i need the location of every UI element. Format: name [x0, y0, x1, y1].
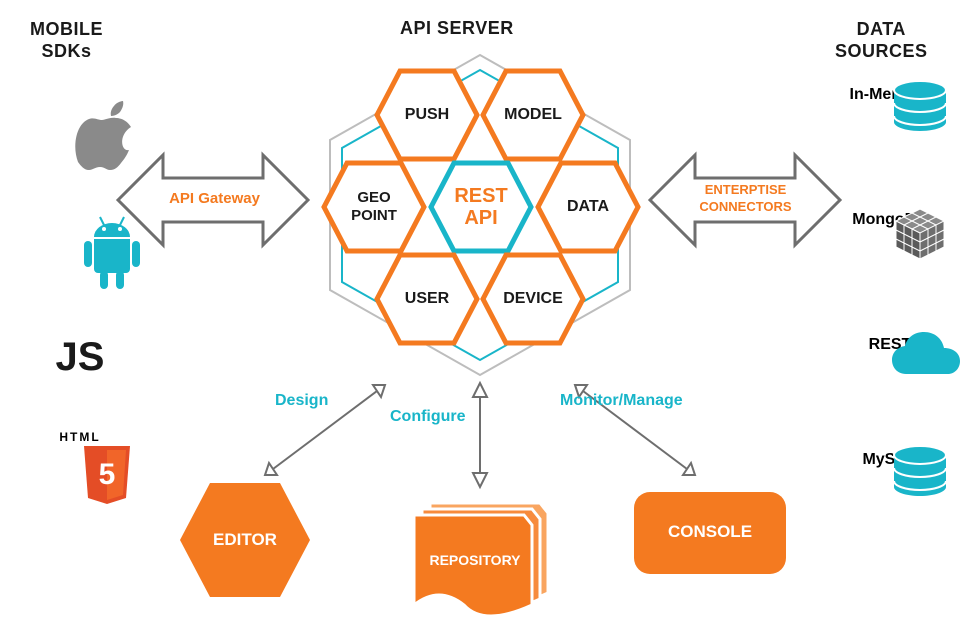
ds-mysql: MySQL	[830, 445, 950, 469]
header-api-server: API SERVER	[400, 18, 514, 39]
database-icon	[890, 80, 950, 135]
arrow-monitor	[555, 365, 715, 495]
header-mobile-sdks: MOBILE SDKs	[30, 18, 103, 62]
ds-rest: REST	[830, 330, 950, 354]
diagram-root: MOBILE SDKs API SERVER DATA SOURCES API …	[0, 0, 964, 625]
apple-icon	[80, 100, 140, 170]
cloud-icon	[890, 330, 962, 378]
link-design-label: Design	[275, 392, 328, 410]
link-configure-label: Configure	[390, 408, 466, 426]
hex-device-label: DEVICE	[479, 290, 587, 308]
sdk-html5: HTML 5	[40, 430, 120, 444]
tool-editor-label: EDITOR	[175, 530, 315, 550]
cube-icon	[890, 205, 950, 263]
sdk-js: JS	[40, 335, 120, 380]
hex-data-label: DATA	[534, 198, 642, 216]
hex-center-label: REST API	[427, 185, 535, 229]
svg-text:5: 5	[99, 458, 116, 491]
android-icon	[80, 215, 144, 289]
hex-geo-label: GEO POINT	[320, 189, 428, 225]
ds-mongodb: MongoDB	[830, 205, 950, 229]
database-icon-2	[890, 445, 950, 500]
arrow-left-label: API Gateway	[157, 190, 272, 207]
hex-push-label: PUSH	[373, 106, 481, 124]
hex-user-label: USER	[373, 290, 481, 308]
header-data-sources: DATA SOURCES	[835, 18, 928, 62]
link-monitor-label: Monitor/Manage	[560, 392, 683, 410]
tool-repository-label: REPOSITORY	[400, 552, 550, 568]
arrow-configure	[450, 375, 510, 495]
hex-model-label: MODEL	[479, 106, 587, 124]
html5-icon: 5	[80, 444, 134, 506]
arrow-design	[245, 365, 405, 495]
ds-inmemory: In-Memory	[830, 80, 950, 104]
html5-label: HTML	[40, 430, 120, 444]
arrow-right-label: ENTERPTISE CONNECTORS	[693, 181, 798, 215]
tool-console-label: CONSOLE	[630, 522, 790, 542]
